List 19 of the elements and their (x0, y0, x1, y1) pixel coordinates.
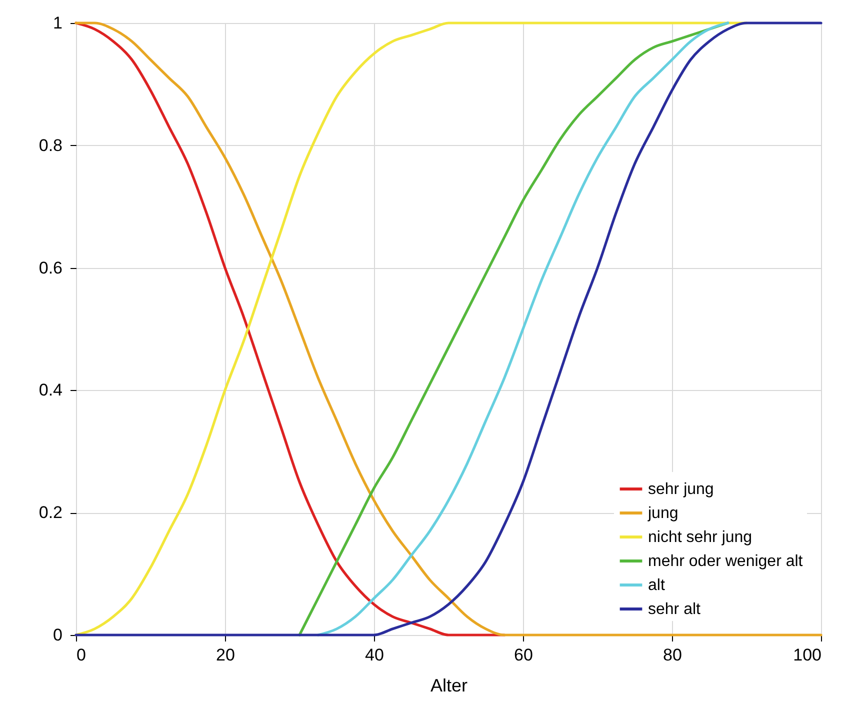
y-tick-label: 0 (53, 626, 62, 644)
y-tick-label: 1 (53, 14, 62, 32)
x-axis-title: Alter (430, 676, 468, 696)
x-tick-label: 60 (514, 646, 533, 664)
y-tick-label: 0.4 (38, 380, 62, 400)
y-tick-label: 0.8 (38, 136, 62, 155)
legend-label: mehr oder weniger alt (648, 553, 804, 570)
y-tick-label: 0.6 (38, 258, 62, 278)
legend-label: nicht sehr jung (648, 529, 752, 546)
x-tick-label: 0 (76, 646, 86, 664)
legend-label: jung (647, 505, 678, 522)
x-tick-label: 40 (365, 646, 384, 664)
x-tick-label: 80 (663, 646, 682, 664)
legend-label: alt (648, 577, 666, 594)
y-tick-label: 0.2 (38, 503, 62, 522)
x-tick-label: 20 (216, 646, 235, 664)
legend-label: sehr alt (648, 601, 702, 618)
legend-label: sehr jung (648, 481, 714, 498)
x-tick-label: 100 (793, 646, 822, 664)
